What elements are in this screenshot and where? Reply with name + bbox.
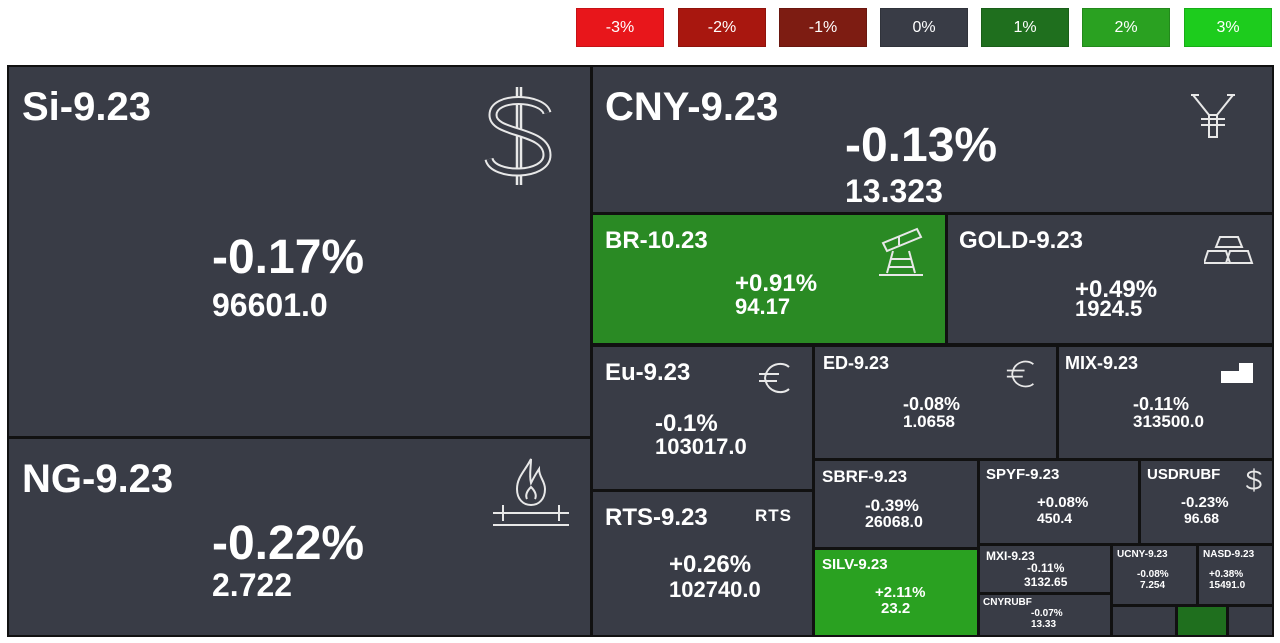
price-value: 313500.0 <box>1133 412 1204 431</box>
price-value: 1.0658 <box>903 412 955 431</box>
euro-icon <box>1006 360 1034 388</box>
ticker-label: CNY-9.23 <box>605 85 779 129</box>
change-value: -0.23% <box>1181 494 1229 511</box>
legend-label: 3% <box>1216 18 1240 36</box>
dollar-icon <box>1245 468 1262 492</box>
tile-silv[interactable]: SILV-9.23 +2.11% 23.2 <box>815 550 977 635</box>
tile-mxi[interactable]: MXI-9.23 -0.11% 3132.65 <box>980 546 1110 592</box>
tile-br[interactable]: BR-10.23 +0.91% 94.17 <box>593 215 945 343</box>
tile-nasd[interactable]: NASD-9.23 +0.38% 15491.0 <box>1199 546 1272 604</box>
ticker-label: NG-9.23 <box>22 457 174 501</box>
change-value: -0.08% <box>903 394 961 414</box>
price-value: 13.323 <box>845 173 943 209</box>
price-value: 94.17 <box>735 294 791 319</box>
price-value: 96.68 <box>1184 510 1220 526</box>
legend-plus-2[interactable]: 2% <box>1082 8 1170 47</box>
ticker-label: GOLD-9.23 <box>959 227 1084 254</box>
change-value: -0.1% <box>655 410 718 437</box>
gas-flame-icon <box>493 458 569 526</box>
price-value: 1924.5 <box>1075 296 1143 321</box>
ticker-label: SPYF-9.23 <box>986 466 1060 483</box>
change-value: +0.08% <box>1037 494 1089 511</box>
tile-sbrf[interactable]: SBRF-9.23 -0.39% 26068.0 <box>815 461 977 547</box>
change-value: -0.07% <box>1031 608 1063 619</box>
tile-ucny[interactable]: UCNY-9.23 -0.08% 7.254 <box>1113 546 1196 604</box>
legend-zero[interactable]: 0% <box>880 8 968 47</box>
legend-plus-1[interactable]: 1% <box>981 8 1069 47</box>
tile-eu[interactable]: Eu-9.23 -0.1% 103017.0 <box>593 347 812 489</box>
legend-label: -3% <box>605 18 635 36</box>
tile-unlabeled[interactable] <box>1178 607 1226 635</box>
tile-usdrubf[interactable]: USDRUBF -0.23% 96.68 <box>1141 461 1272 543</box>
ticker-label: SBRF-9.23 <box>822 467 908 486</box>
change-value: -0.22% <box>212 517 365 570</box>
euro-icon <box>759 362 790 394</box>
change-value: -0.11% <box>1133 394 1190 414</box>
legend-plus-3[interactable]: 3% <box>1184 8 1272 47</box>
tile-ed[interactable]: ED-9.23 -0.08% 1.0658 <box>815 347 1056 458</box>
legend-label: 1% <box>1013 18 1037 36</box>
price-value: 102740.0 <box>669 577 761 602</box>
price-value: 7.254 <box>1140 580 1166 591</box>
ticker-label: MXI-9.23 <box>986 549 1035 563</box>
legend-label: -1% <box>808 18 838 36</box>
tile-rts[interactable]: RTS-9.23 RTS +0.26% 102740.0 <box>593 492 812 635</box>
price-value: 26068.0 <box>865 514 923 531</box>
price-value: 450.4 <box>1037 510 1073 526</box>
legend-minus-2[interactable]: -2% <box>678 8 766 47</box>
price-value: 23.2 <box>881 600 911 617</box>
tile-si[interactable]: Si-9.23 -0.17% 96601.0 <box>9 67 590 436</box>
price-value: 96601.0 <box>212 287 328 323</box>
ticker-label: SILV-9.23 <box>822 556 888 573</box>
price-value: 103017.0 <box>655 434 747 459</box>
change-value: -0.17% <box>212 231 365 284</box>
tile-spyf[interactable]: SPYF-9.23 +0.08% 450.4 <box>980 461 1138 543</box>
change-value: +0.91% <box>735 270 818 297</box>
change-value: +0.26% <box>669 551 752 578</box>
ticker-label: RTS-9.23 <box>605 504 708 531</box>
ticker-label: Si-9.23 <box>22 85 151 129</box>
tile-cnyrubf[interactable]: CNYRUBF -0.07% 13.33 <box>980 595 1110 635</box>
change-value: -0.08% <box>1137 569 1169 580</box>
ticker-label: Eu-9.23 <box>605 359 691 386</box>
price-value: 15491.0 <box>1209 580 1246 591</box>
change-value: -0.39% <box>865 496 919 515</box>
oil-rig-icon <box>879 227 923 276</box>
ticker-label: MIX-9.23 <box>1065 353 1139 373</box>
rts-logo-icon: RTS <box>755 506 792 525</box>
ticker-label: ED-9.23 <box>823 353 890 373</box>
change-value: -0.11% <box>1027 561 1065 575</box>
ticker-label: USDRUBF <box>1147 466 1221 483</box>
change-value: +0.38% <box>1209 569 1244 580</box>
ticker-label: BR-10.23 <box>605 227 708 254</box>
price-value: 3132.65 <box>1024 575 1068 589</box>
legend-label: 2% <box>1114 18 1138 36</box>
tile-unlabeled[interactable] <box>1113 607 1175 635</box>
tile-unlabeled[interactable] <box>1229 607 1272 635</box>
yuan-icon <box>1191 94 1235 138</box>
ticker-label: UCNY-9.23 <box>1117 549 1168 560</box>
legend-label: 0% <box>912 18 936 36</box>
legend-minus-1[interactable]: -1% <box>779 8 867 47</box>
price-value: 13.33 <box>1031 619 1057 630</box>
change-value: +2.11% <box>875 584 926 601</box>
dollar-icon <box>484 87 552 185</box>
ticker-label: CNYRUBF <box>983 597 1032 608</box>
tile-mix[interactable]: MIX-9.23 -0.11% 313500.0 <box>1059 347 1272 458</box>
tile-cny[interactable]: CNY-9.23 -0.13% 13.323 <box>593 67 1272 212</box>
price-value: 2.722 <box>212 567 293 603</box>
treemap: Si-9.23 -0.17% 96601.0 NG-9.23 -0.22% 2.… <box>7 65 1274 637</box>
tile-gold[interactable]: GOLD-9.23 +0.49% 1924.5 <box>948 215 1272 343</box>
ticker-label: NASD-9.23 <box>1203 549 1255 560</box>
tile-ng[interactable]: NG-9.23 -0.22% 2.722 <box>9 439 590 635</box>
gold-bars-icon <box>1204 236 1254 264</box>
moex-icon <box>1221 363 1253 383</box>
legend-minus-3[interactable]: -3% <box>576 8 664 47</box>
legend-label: -2% <box>707 18 737 36</box>
change-value: +0.49% <box>1075 276 1158 303</box>
change-value: -0.13% <box>845 119 998 172</box>
